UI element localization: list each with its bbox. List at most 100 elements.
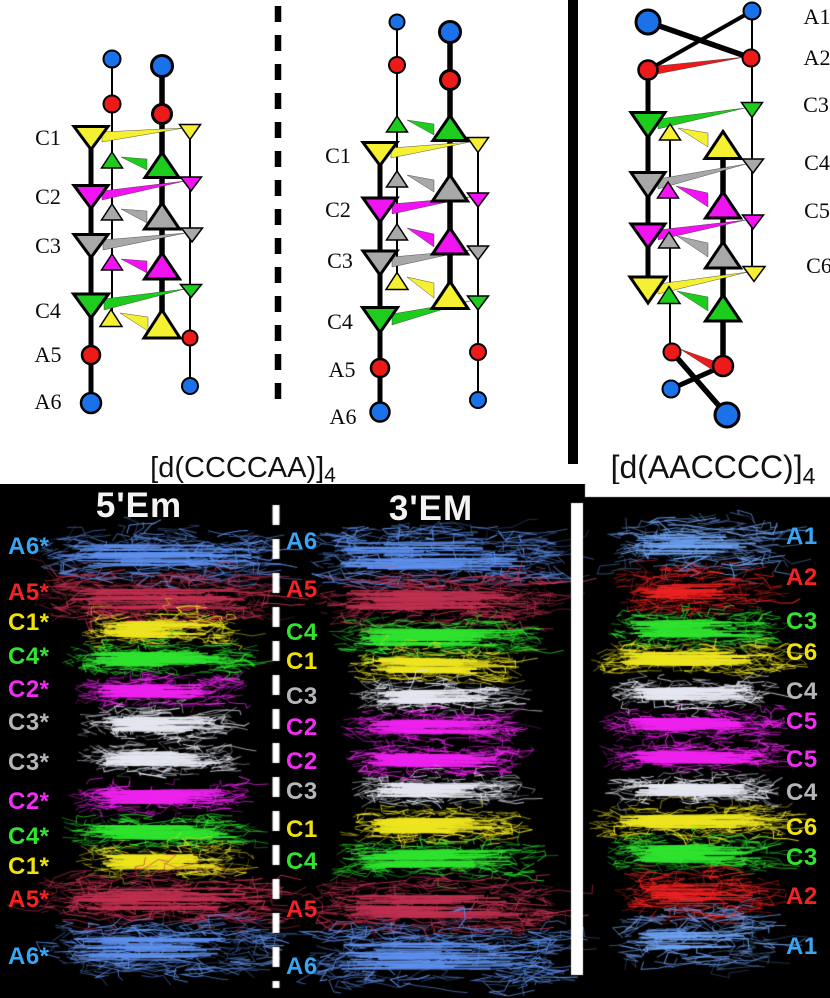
magenta-cytosine-triangle-down	[466, 192, 490, 209]
blue-adenine-circle	[388, 13, 406, 31]
red-adenine-circle	[388, 56, 406, 74]
green-cytosine-triangle-up	[100, 150, 124, 169]
blue-adenine-circle	[181, 377, 199, 395]
yellow-cytosine-triangle-up	[658, 122, 682, 141]
residue-label-C4: C4	[286, 848, 318, 875]
yellow-cytosine-triangle-up	[429, 278, 471, 310]
residue-label-A5: A5	[328, 357, 356, 382]
residue-label-C4: C4	[35, 298, 61, 323]
yellow-cytosine-triangle-down	[71, 125, 111, 153]
green-cytosine-triangle-up	[702, 292, 744, 323]
residue-label-C1star: C1*	[8, 609, 50, 636]
red-adenine-circle	[181, 329, 199, 347]
residue-label-C3: C3	[327, 248, 353, 273]
residue-label-C3star: C3*	[8, 709, 50, 736]
yellow-cytosine-triangle-up	[702, 128, 744, 160]
residue-label-C2: C2	[325, 197, 351, 222]
residue-label-C1: C1	[325, 143, 351, 168]
green-cytosine-triangle-down	[628, 111, 668, 141]
crossover-line	[646, 9, 754, 72]
green-cytosine-triangle-down	[178, 283, 204, 299]
residue-label-C4: C4	[286, 619, 318, 646]
blue-adenine-circle	[102, 49, 122, 69]
residue-label-A5: A5	[286, 576, 318, 603]
gray-pairing-sliver	[657, 163, 747, 190]
residue-label-C4: C4	[327, 309, 353, 334]
green-pairing-sliver	[103, 288, 186, 311]
residue-label-C3: C3	[286, 683, 318, 710]
residue-label-A6: A6	[34, 389, 62, 414]
magenta-pairing-sliver	[406, 227, 435, 248]
residue-label-C2star: C2*	[8, 676, 50, 703]
residue-label-C5: C5	[804, 198, 830, 223]
caption-subscript: 4	[802, 462, 816, 489]
caption-subscript: 4	[324, 464, 336, 488]
magenta-cytosine-triangle-up	[141, 250, 183, 281]
top-schematic-section	[70, 0, 767, 464]
molecular-render-canvas	[0, 484, 830, 998]
residue-label-A1: A1	[786, 933, 818, 960]
residue-label-C1: C1	[286, 816, 318, 843]
residue-label-A2: A2	[786, 883, 818, 910]
red-adenine-circle	[439, 69, 461, 91]
gray-cytosine-triangle-down	[360, 249, 400, 278]
residue-label-A6: A6	[286, 953, 318, 980]
residue-label-A6: A6	[329, 404, 357, 429]
red-adenine-circle	[637, 59, 659, 81]
blue-adenine-circle	[369, 401, 391, 423]
crossover-line	[669, 349, 730, 418]
residue-label-A6star: A6*	[8, 943, 50, 970]
yellow-pairing-sliver	[101, 127, 185, 143]
blue-adenine-circle	[438, 20, 462, 44]
schematic-3prime-EM	[359, 13, 490, 423]
red-adenine-circle	[741, 48, 761, 68]
residue-label-C4: C4	[804, 150, 830, 175]
residue-label-A1: A1	[786, 523, 818, 550]
residue-label-C2: C2	[286, 748, 318, 775]
residue-label-C4: C4	[786, 779, 818, 806]
blue-adenine-circle	[79, 391, 103, 415]
green-pairing-sliver	[406, 119, 435, 136]
gray-pairing-sliver	[676, 235, 709, 258]
magenta-cytosine-triangle-up	[429, 225, 471, 256]
residue-label-C6: C6	[806, 253, 830, 278]
gray-cytosine-triangle-up	[385, 222, 409, 241]
gray-cytosine-triangle-down	[180, 227, 204, 244]
yellow-cytosine-triangle-down	[360, 141, 400, 169]
residue-label-C5: C5	[786, 708, 818, 735]
red-adenine-circle	[102, 94, 122, 114]
magenta-cytosine-triangle-up	[100, 252, 124, 271]
gray-cytosine-triangle-up	[702, 239, 744, 270]
residue-label-C3: C3	[286, 778, 318, 805]
residue-label-C3: C3	[35, 233, 61, 258]
green-cytosine-triangle-up	[385, 114, 409, 133]
residue-label-C4star: C4*	[8, 643, 50, 670]
panel-title-3EM: 3'EM	[388, 489, 474, 528]
residue-label-C2star: C2*	[8, 788, 50, 815]
yellow-cytosine-triangle-up	[98, 308, 124, 328]
gray-pairing-sliver	[102, 232, 187, 251]
yellow-cytosine-triangle-down	[741, 265, 767, 283]
magenta-cytosine-triangle-down	[741, 214, 765, 231]
blue-adenine-circle	[661, 379, 681, 399]
red-adenine-circle	[151, 103, 173, 125]
residue-label-C1star: C1*	[8, 853, 50, 880]
residue-label-A5star: A5*	[8, 579, 50, 606]
yellow-cytosine-triangle-down	[466, 136, 490, 154]
gray-cytosine-triangle-down	[466, 245, 490, 262]
green-cytosine-triangle-down	[70, 292, 112, 321]
residue-label-C4star: C4*	[8, 823, 50, 850]
gray-cytosine-triangle-up	[385, 169, 409, 188]
residue-label-A2: A2	[786, 564, 818, 591]
caption-text: [d(AACCCC)]	[610, 449, 803, 485]
residue-label-C3: C3	[786, 608, 818, 635]
red-adenine-circle	[711, 354, 735, 378]
gray-cytosine-triangle-down	[628, 171, 668, 201]
gray-cytosine-triangle-down	[741, 158, 765, 175]
gray-pairing-sliver	[406, 174, 435, 193]
gray-cytosine-triangle-up	[100, 202, 124, 221]
gray-cytosine-triangle-up	[657, 230, 681, 249]
residue-label-C6: C6	[786, 814, 818, 841]
green-cytosine-triangle-down	[359, 306, 401, 336]
